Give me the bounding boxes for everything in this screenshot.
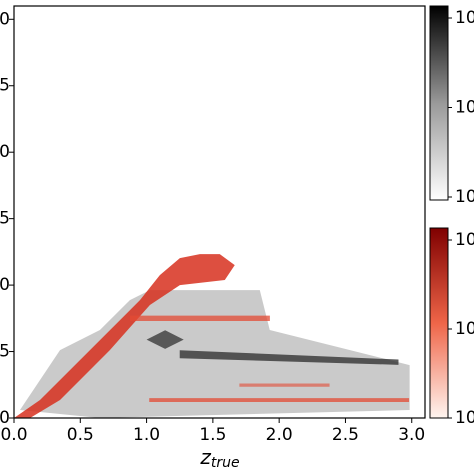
x-tick-label: 1.5 [199,425,226,445]
x-tick-label: 3.0 [398,425,425,445]
colorbar-gray [429,5,449,201]
colorbar-red [429,227,449,419]
y-tick-label: 1.0 [0,275,10,295]
x-tick-label: 0.0 [0,425,27,445]
colorbar-tick-label: 10 [455,319,474,339]
density-region [14,254,235,418]
y-tick-label: 2.0 [0,142,10,162]
density-region [179,350,399,365]
x-tick-label: 2.5 [332,425,359,445]
x-tick-label: 0.5 [67,425,94,445]
y-tick-label: 0.0 [0,408,10,428]
colorbar-tick-label: 10 [455,230,474,250]
plot-area [14,254,410,418]
x-tick-label: 2.0 [266,425,293,445]
density-region [149,398,410,403]
colorbar-tick-label: 10 [455,408,474,428]
density-region [146,330,184,349]
axes-frame [13,5,426,419]
density-region [129,315,270,321]
colorbar-tick-label: 10 [455,8,474,28]
x-axis-label: ztrue [199,445,239,472]
y-tick-label: 2.5 [0,76,10,96]
colorbar-tick-label: 10 [455,187,474,207]
colorbar-tick-label: 10 [455,98,474,118]
x-tick-label: 1.0 [133,425,160,445]
density-region [239,383,330,387]
y-tick-label: 1.5 [0,209,10,229]
y-tick-label: 3.0 [0,9,10,29]
y-tick-label: 0.5 [0,342,10,362]
